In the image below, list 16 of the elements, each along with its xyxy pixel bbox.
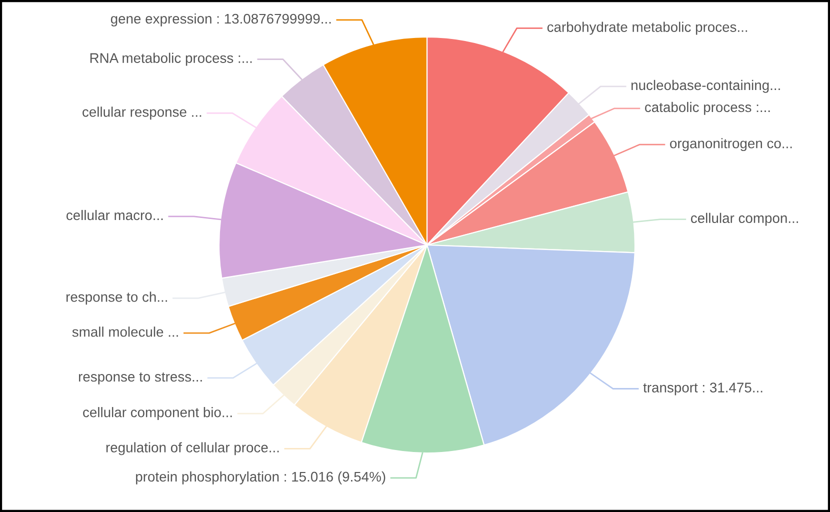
slice-label: catabolic process :... [645, 102, 770, 115]
slice-label: cellular component bio... [83, 407, 232, 420]
slice-label: regulation of cellular proce... [106, 442, 279, 456]
slice-label: cellular response ... [82, 106, 202, 120]
slice-label: cellular compon... [690, 212, 798, 226]
slice-label: cellular macro... [66, 210, 163, 220]
slice-label: response to ch... [66, 292, 167, 305]
slice-label: carbohydrate metabolic proces... [547, 22, 748, 35]
slice-label: small molecule ... [72, 326, 178, 337]
slice-label: RNA metabolic process :... [90, 52, 252, 66]
slice-label: protein phosphorylation : 15.016 (9.54%) [136, 471, 386, 484]
slice-label: gene expression : 13.0876799999... [110, 13, 331, 26]
slice-label: response to stress... [78, 372, 202, 384]
slice-label: organonitrogen co... [670, 138, 792, 152]
slice-label: transport : 31.475... [643, 382, 762, 396]
slice-label: nucleobase-containing... [632, 80, 780, 93]
